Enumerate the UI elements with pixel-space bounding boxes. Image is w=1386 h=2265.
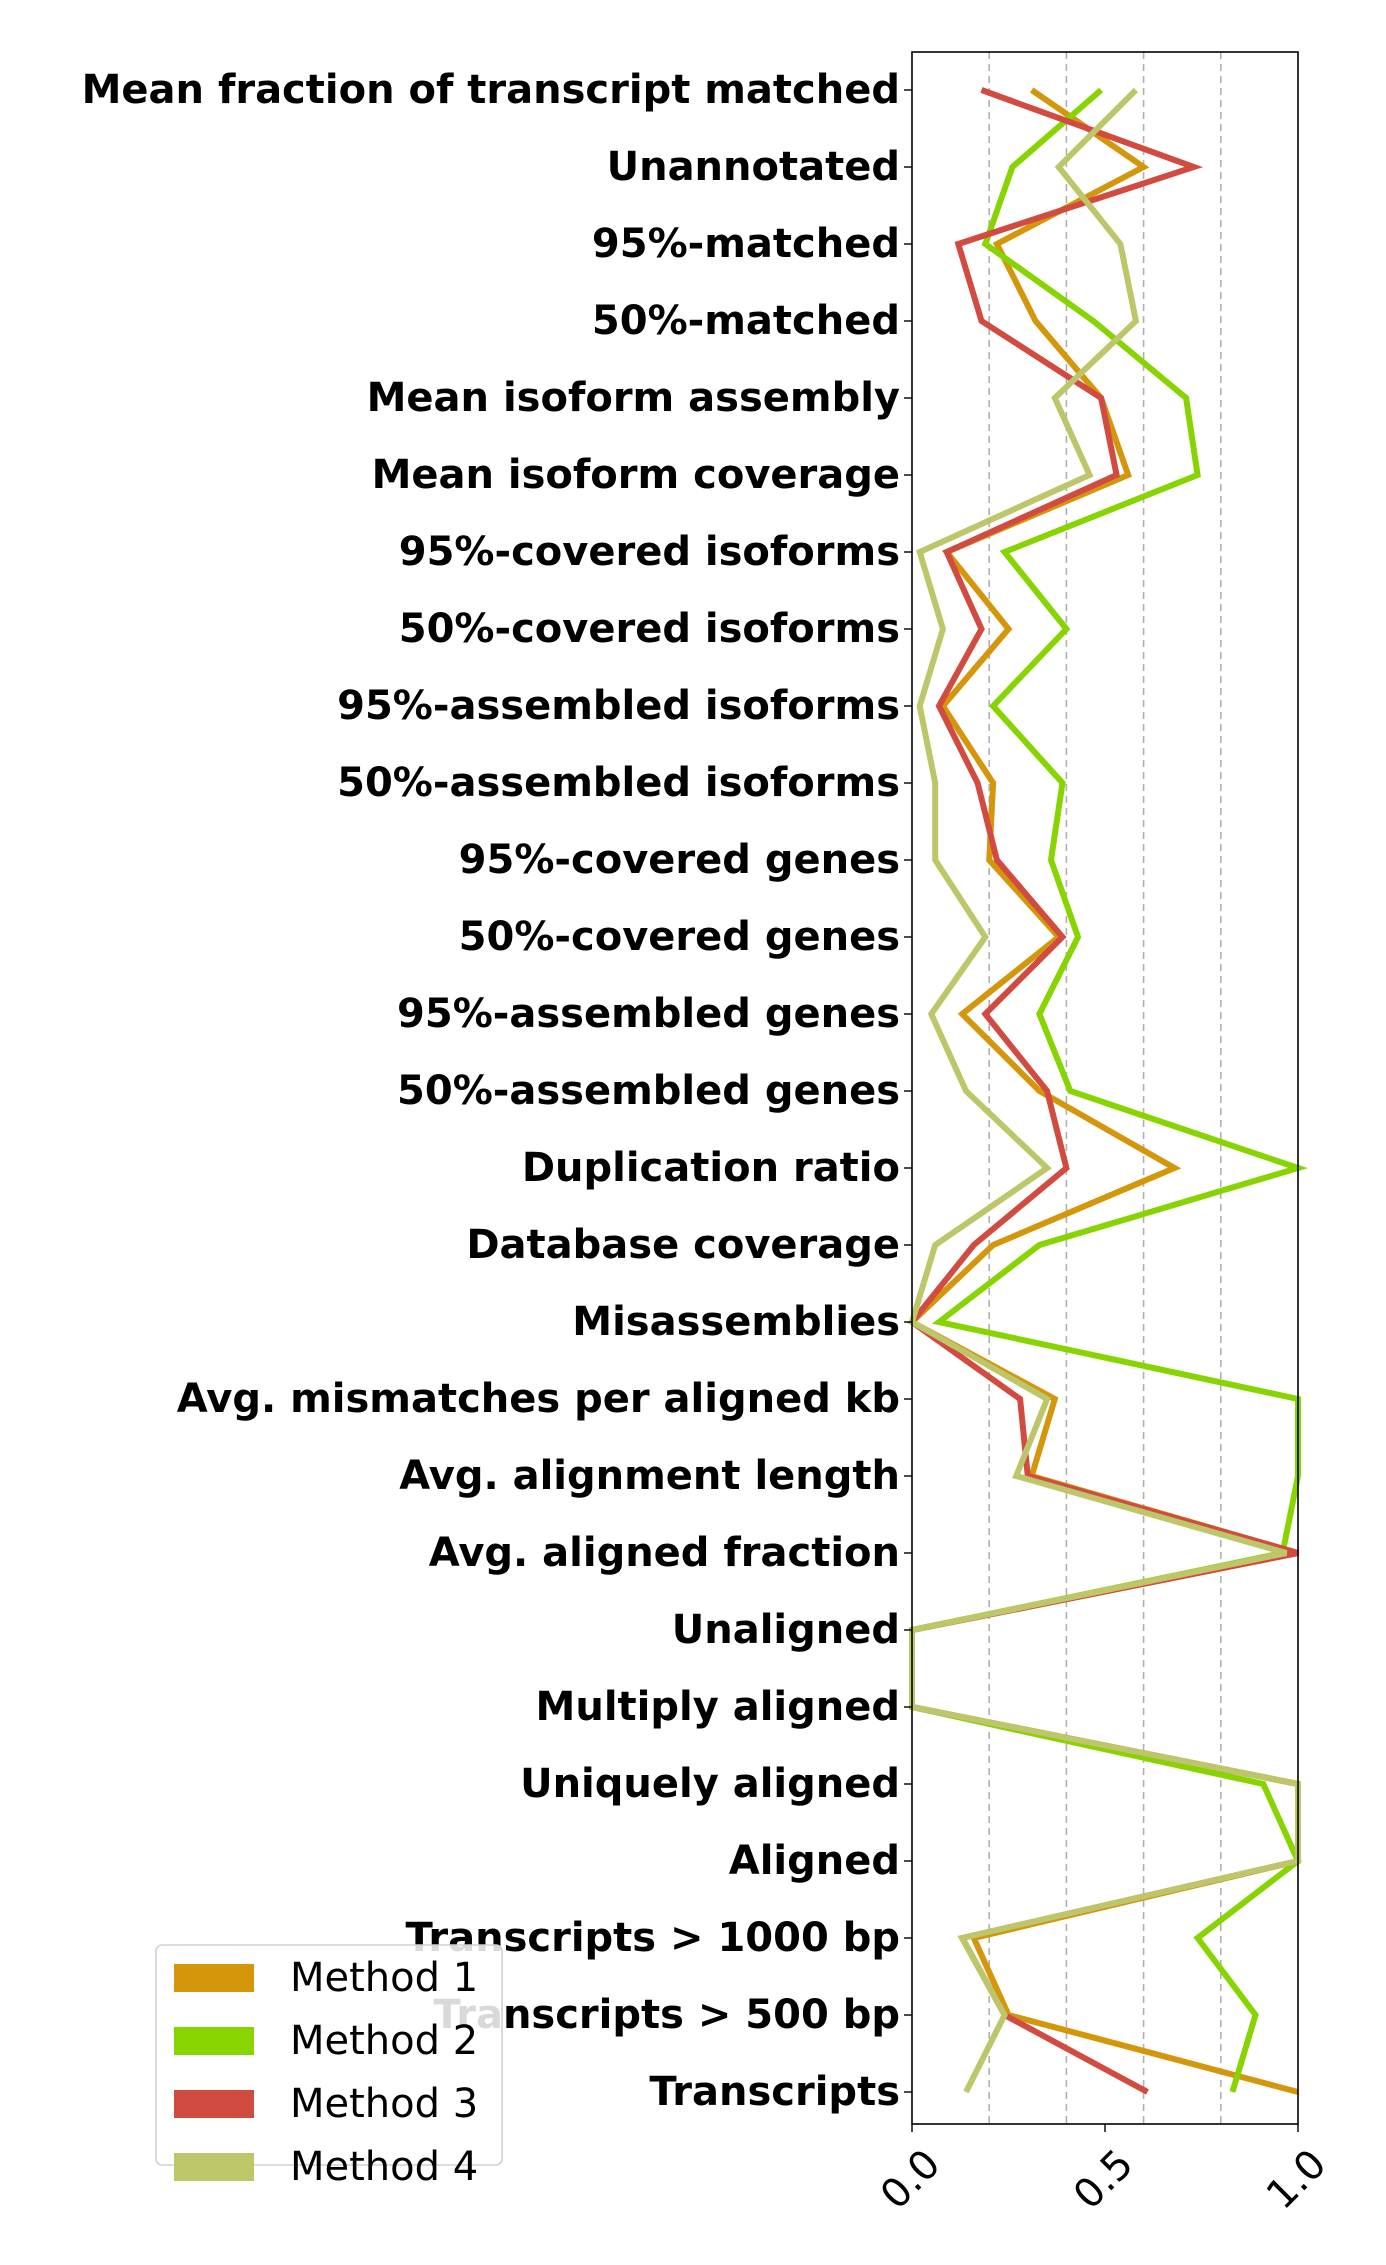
category-label-database-coverage: Database coverage [466,1222,900,1268]
category-label-mean-fraction-of-transcript-matched: Mean fraction of transcript matched [82,67,900,113]
plot-frame [911,51,1299,2125]
category-label-50-assembled-isoforms: 50%-assembled isoforms [337,760,900,806]
category-label-95-matched: 95%-matched [592,221,900,267]
x-tick-label: 0.5 [1065,2141,1143,2219]
category-label-avg-aligned-fraction: Avg. aligned fraction [429,1530,900,1576]
legend-swatch-method-2 [174,2027,254,2055]
legend-swatch-method-3 [174,2090,254,2118]
legend-swatch-method-4 [174,2153,254,2181]
category-label-duplication-ratio: Duplication ratio [522,1145,900,1191]
x-tick-label: 0.0 [872,2141,950,2219]
category-label-unaligned: Unaligned [672,1607,900,1653]
category-label-unannotated: Unannotated [607,144,900,190]
category-label-95-assembled-isoforms: 95%-assembled isoforms [337,683,900,729]
category-label-avg-mismatches-per-aligned-kb: Avg. mismatches per aligned kb [177,1376,900,1422]
legend-label-method-3: Method 3 [290,2081,478,2127]
category-label-mean-isoform-coverage: Mean isoform coverage [372,452,900,498]
legend-label-method-2: Method 2 [290,2018,478,2064]
category-label-transcripts: Transcripts [649,2069,900,2115]
legend-swatch-method-1 [174,1964,254,1992]
category-label-50-matched: 50%-matched [592,298,900,344]
category-label-95-covered-genes: 95%-covered genes [459,837,900,883]
category-label-50-covered-genes: 50%-covered genes [459,914,900,960]
grid-lines [988,52,1222,2124]
category-label-transcripts-500-bp: Transcripts > 500 bp [433,1992,900,2038]
category-label-aligned: Aligned [729,1838,900,1884]
series-line-method-2 [909,87,1308,2093]
legend-label-method-4: Method 4 [290,2144,478,2190]
category-label-95-covered-isoforms: 95%-covered isoforms [399,529,900,575]
legend-label-method-1: Method 1 [290,1955,478,2001]
series-lines [906,87,1308,2095]
category-label-50-assembled-genes: 50%-assembled genes [397,1068,900,1114]
category-label-mean-isoform-assembly: Mean isoform assembly [367,375,900,421]
x-tick-label: 1.0 [1258,2141,1336,2219]
category-label-uniquely-aligned: Uniquely aligned [520,1761,900,1807]
category-label-95-assembled-genes: 95%-assembled genes [397,991,900,1037]
category-label-multiply-aligned: Multiply aligned [536,1684,900,1730]
legend: Method 1 Method 2 Method 3 Method 4 [155,1944,503,2190]
category-labels: Mean fraction of transcript matched Unann… [82,67,912,2115]
category-label-misassemblies: Misassemblies [572,1299,900,1345]
x-axis-ticks: 0.0 0.5 1.0 [872,2124,1336,2219]
category-label-avg-alignment-length: Avg. alignment length [399,1453,900,1499]
series-line-method-4 [908,87,1301,2094]
category-label-50-covered-isoforms: 50%-covered isoforms [399,606,900,652]
